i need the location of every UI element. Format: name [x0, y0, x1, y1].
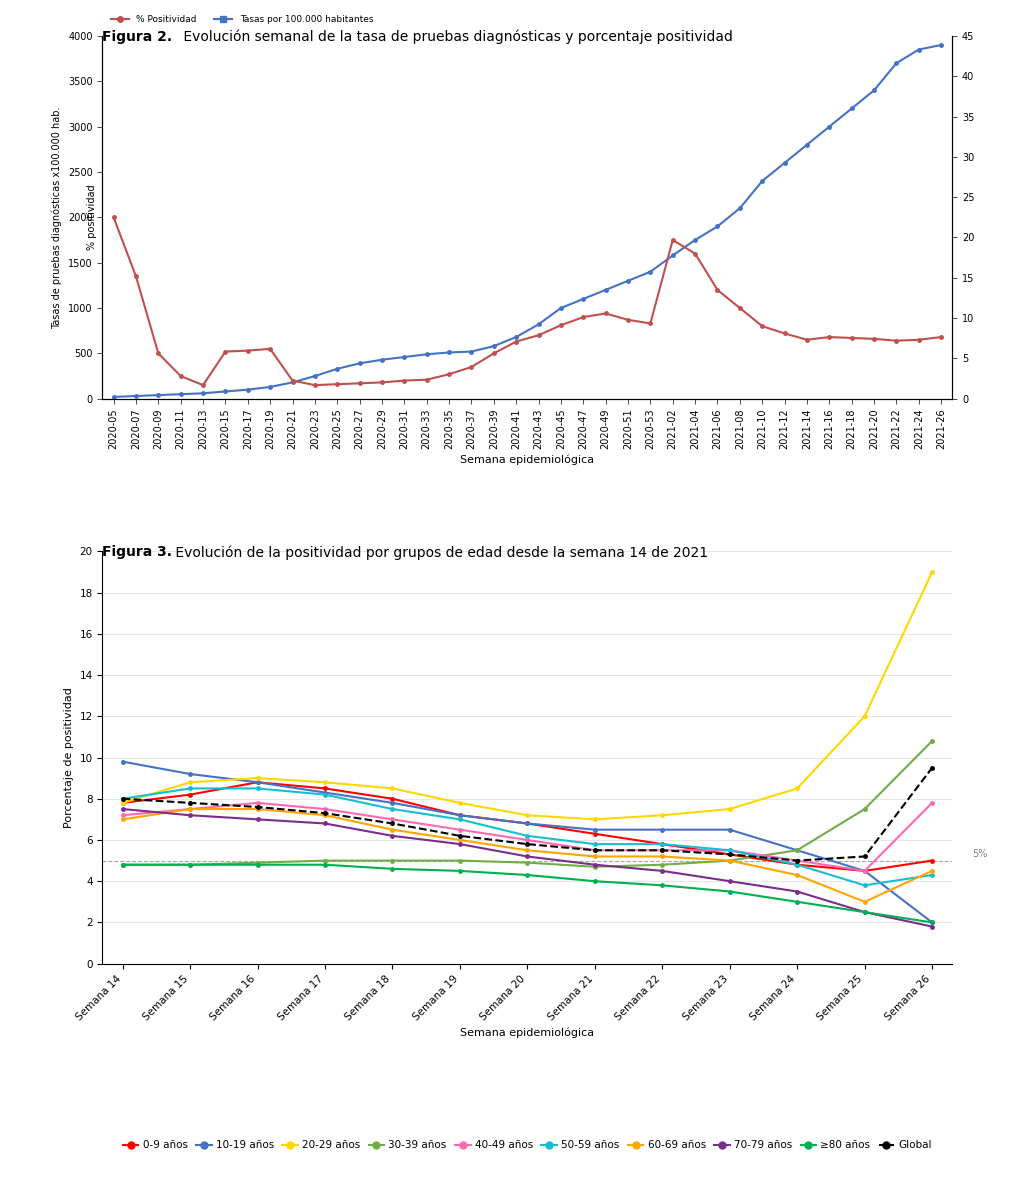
Y-axis label: Tasas de pruebas diagnósticas x100.000 hab.: Tasas de pruebas diagnósticas x100.000 h…	[52, 107, 62, 328]
Text: Evolución semanal de la tasa de pruebas diagnósticas y porcentaje positividad: Evolución semanal de la tasa de pruebas …	[179, 30, 733, 44]
Text: Figura 3.: Figura 3.	[102, 545, 172, 559]
Y-axis label: Porcentaje de positividad: Porcentaje de positividad	[63, 688, 74, 828]
Legend: 0-9 años, 10-19 años, 20-29 años, 30-39 años, 40-49 años, 50-59 años, 60-69 años: 0-9 años, 10-19 años, 20-29 años, 30-39 …	[119, 1136, 936, 1155]
Text: Evolución de la positividad por grupos de edad desde la semana 14 de 2021: Evolución de la positividad por grupos d…	[171, 545, 709, 559]
X-axis label: Semana epidemiológica: Semana epidemiológica	[461, 455, 594, 465]
Text: Figura 2.: Figura 2.	[102, 30, 172, 44]
Legend: % Positividad, Tasas por 100.000 habitantes: % Positividad, Tasas por 100.000 habitan…	[106, 12, 377, 28]
X-axis label: Semana epidemiológica: Semana epidemiológica	[461, 1028, 594, 1039]
Text: 5%: 5%	[973, 848, 988, 859]
Y-axis label: % positividad: % positividad	[87, 184, 97, 250]
